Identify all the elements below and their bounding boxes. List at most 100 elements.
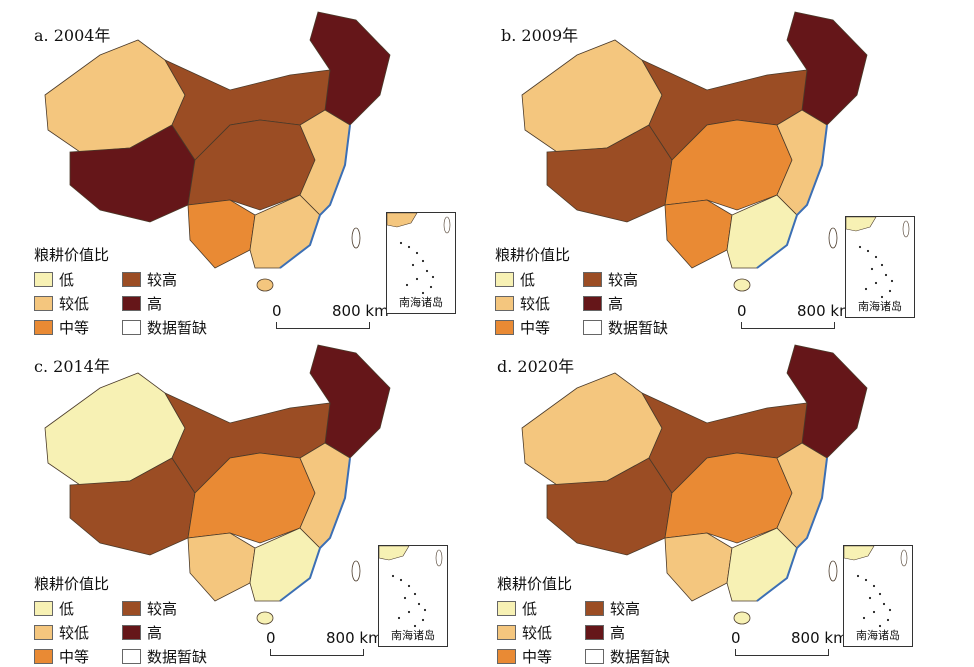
legend-swatch: [122, 625, 141, 640]
inset-island: [900, 549, 908, 567]
inset-land: [378, 545, 410, 561]
inset-land: [386, 212, 418, 228]
legend-item-lower: 较低: [34, 293, 122, 314]
inset-islet: [391, 574, 395, 578]
legend-swatch: [122, 296, 141, 311]
inset-map: [845, 216, 910, 299]
legend-swatch: [495, 320, 514, 335]
inset-islet: [415, 277, 419, 281]
legend-item-lower: 较低: [497, 622, 585, 643]
china-map: [44, 344, 391, 625]
panel-title: c. 2014年: [34, 357, 110, 376]
inset-islet: [407, 245, 411, 249]
china-map: [44, 11, 391, 292]
legend-swatch: [585, 601, 604, 616]
legend-label: 较低: [59, 624, 90, 642]
legend-label: 中等: [59, 319, 90, 337]
inset-islet: [882, 602, 886, 606]
legend-swatch: [34, 320, 53, 335]
legend-swatch: [497, 625, 516, 640]
coastline: [279, 124, 351, 269]
inset-islet: [878, 592, 882, 596]
legend-item-higher: 较高: [583, 269, 683, 290]
scale-zero: 0: [266, 629, 276, 647]
inset-islet: [884, 273, 888, 277]
inset-islet: [407, 610, 411, 614]
inset-islet: [399, 241, 403, 245]
region-hainan: [733, 278, 751, 292]
china-map: [521, 344, 868, 625]
legend-label: 数据暂缺: [608, 319, 669, 337]
region-taiwan: [828, 227, 838, 249]
legend-swatch: [122, 320, 141, 335]
map-panel-a: a. 2004年 粮耕价值比 低 较高 较低 高中等 数据暂缺 0 800 km 南海诸…: [0, 0, 487, 337]
legend-item-nodata: 数据暂缺: [585, 646, 685, 667]
coastline: [756, 457, 828, 602]
legend-label: 高: [147, 295, 163, 313]
inset-islet: [880, 295, 884, 299]
inset-islet: [429, 285, 433, 289]
legend-title: 粮耕价值比: [34, 575, 110, 593]
legend-item-lower: 较低: [34, 622, 122, 643]
legend-swatch: [585, 625, 604, 640]
scale-zero: 0: [731, 629, 741, 647]
map-regions: [44, 11, 391, 292]
inset-islet: [874, 281, 878, 285]
inset-islet: [413, 624, 417, 628]
coastline: [756, 124, 828, 269]
scale-distance: 800 km: [797, 302, 854, 320]
legend-label: 中等: [59, 648, 90, 666]
inset-islet: [407, 584, 411, 588]
region-hainan: [256, 611, 274, 625]
legend-label: 较低: [59, 295, 90, 313]
legend-label: 高: [147, 624, 163, 642]
legend-item-low: 低: [497, 598, 585, 619]
inset-islet: [890, 279, 894, 283]
legend-label: 较高: [608, 271, 639, 289]
legend-item-nodata: 数据暂缺: [122, 646, 222, 667]
region-taiwan: [828, 560, 838, 582]
inset-islet: [880, 263, 884, 267]
legend-swatch: [122, 601, 141, 616]
inset-label: 南海诸岛: [391, 629, 435, 642]
legend-swatch: [34, 601, 53, 616]
map-panel-d: d. 2020年 粮耕价值比 低 较高 较低 高中等 数据暂缺 0 800 km 南海诸…: [487, 333, 974, 666]
legend-label: 中等: [522, 648, 553, 666]
legend-item-low: 低: [34, 269, 122, 290]
legend-swatch: [497, 601, 516, 616]
map-regions: [521, 344, 868, 625]
legend-item-medium: 中等: [497, 646, 585, 667]
map-regions: [44, 344, 391, 625]
scale-distance: 800 km: [332, 302, 389, 320]
scale-zero: 0: [737, 302, 747, 320]
inset-islet: [864, 287, 868, 291]
legend-item-medium: 中等: [34, 646, 122, 667]
inset-islet: [872, 584, 876, 588]
legend-label: 低: [520, 271, 536, 289]
inset-islet: [397, 616, 401, 620]
coastline: [279, 457, 351, 602]
legend-label: 高: [610, 624, 626, 642]
legend-label: 中等: [520, 319, 551, 337]
inset-islet: [886, 618, 890, 622]
legend-item-high: 高: [122, 622, 222, 643]
scale-distance: 800 km: [791, 629, 848, 647]
legend-swatch: [583, 296, 602, 311]
legend-item-medium: 中等: [34, 317, 122, 338]
legend-swatch: [34, 625, 53, 640]
inset-islet: [411, 263, 415, 267]
inset-islet: [413, 592, 417, 596]
legend-label: 较高: [147, 600, 178, 618]
inset-islet: [399, 578, 403, 582]
region-hainan: [733, 611, 751, 625]
inset-islet: [888, 289, 892, 293]
south-china-sea-inset: 南海诸岛: [378, 545, 448, 647]
inset-islet: [405, 283, 409, 287]
legend-swatch: [122, 649, 141, 664]
inset-islet: [431, 275, 435, 279]
legend-item-high: 高: [583, 293, 683, 314]
legend-label: 数据暂缺: [610, 648, 671, 666]
inset-islet: [870, 267, 874, 271]
inset-label: 南海诸岛: [856, 629, 900, 642]
inset-map: [378, 545, 443, 628]
